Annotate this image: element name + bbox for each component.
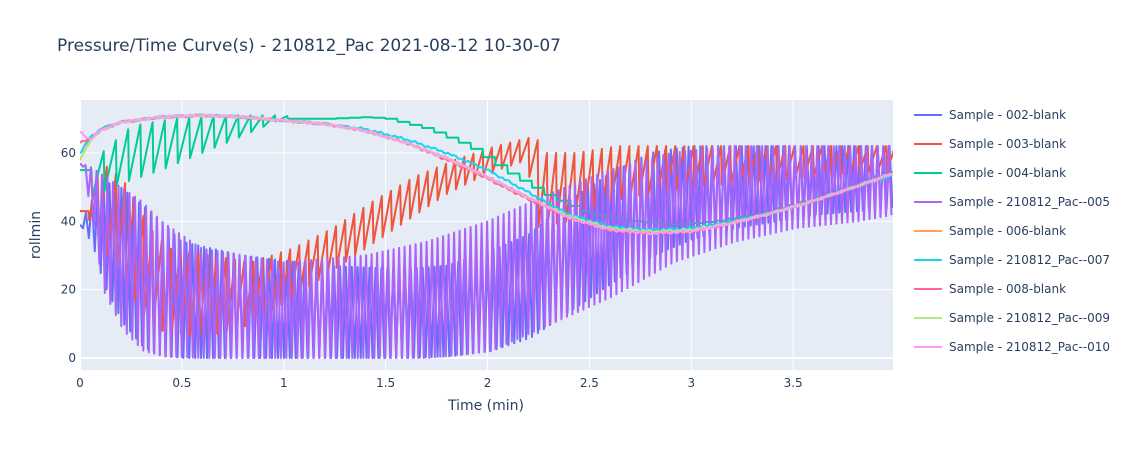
chart-title: Pressure/Time Curve(s) - 210812_Pac 2021… bbox=[57, 36, 561, 56]
x-axis-ticks: 0 0.5 1 1.5 2 2.5 3 3.5 bbox=[76, 376, 803, 390]
x-axis-title: Time (min) bbox=[447, 398, 524, 414]
x-tick-label: 1.5 bbox=[376, 376, 395, 390]
legend-label: Sample - 002-blank bbox=[949, 108, 1066, 122]
series-line-4 bbox=[80, 145, 893, 359]
y-axis-ticks: 0 20 40 60 bbox=[61, 146, 76, 365]
y-tick-label: 40 bbox=[61, 214, 76, 228]
legend-label: Sample - 210812_Pac--010 bbox=[949, 340, 1110, 354]
legend-item[interactable]: Sample - 210812_Pac--007 bbox=[914, 253, 1110, 267]
y-tick-label: 60 bbox=[61, 146, 76, 160]
legend-label: Sample - 004-blank bbox=[949, 166, 1066, 180]
y-axis-title: rollmin bbox=[28, 211, 44, 259]
legend-label: Sample - 006-blank bbox=[949, 224, 1066, 238]
x-tick-label: 0 bbox=[76, 376, 84, 390]
legend-item[interactable]: Sample - 008-blank bbox=[914, 282, 1066, 296]
legend: Sample - 002-blank Sample - 003-blank Samp… bbox=[914, 108, 1110, 354]
y-tick-label: 20 bbox=[61, 283, 76, 297]
legend-label: Sample - 008-blank bbox=[949, 282, 1066, 296]
legend-item[interactable]: Sample - 004-blank bbox=[914, 166, 1066, 180]
legend-label: Sample - 210812_Pac--009 bbox=[949, 311, 1110, 325]
y-tick-label: 0 bbox=[68, 351, 76, 365]
legend-item[interactable]: Sample - 210812_Pac--009 bbox=[914, 311, 1110, 325]
x-tick-label: 3.5 bbox=[784, 376, 803, 390]
series-line-9 bbox=[80, 113, 893, 235]
legend-item[interactable]: Sample - 210812_Pac--005 bbox=[914, 195, 1110, 209]
legend-label: Sample - 210812_Pac--005 bbox=[949, 195, 1110, 209]
x-tick-label: 0.5 bbox=[172, 376, 191, 390]
x-tick-label: 1 bbox=[280, 376, 288, 390]
x-tick-label: 3 bbox=[687, 376, 695, 390]
x-tick-label: 2.5 bbox=[580, 376, 599, 390]
legend-item[interactable]: Sample - 003-blank bbox=[914, 137, 1066, 151]
x-tick-label: 2 bbox=[484, 376, 492, 390]
legend-item[interactable]: Sample - 006-blank bbox=[914, 224, 1066, 238]
legend-item[interactable]: Sample - 002-blank bbox=[914, 108, 1066, 122]
legend-item[interactable]: Sample - 210812_Pac--010 bbox=[914, 340, 1110, 354]
legend-label: Sample - 210812_Pac--007 bbox=[949, 253, 1110, 267]
legend-label: Sample - 003-blank bbox=[949, 137, 1066, 151]
series-layer bbox=[80, 113, 893, 359]
